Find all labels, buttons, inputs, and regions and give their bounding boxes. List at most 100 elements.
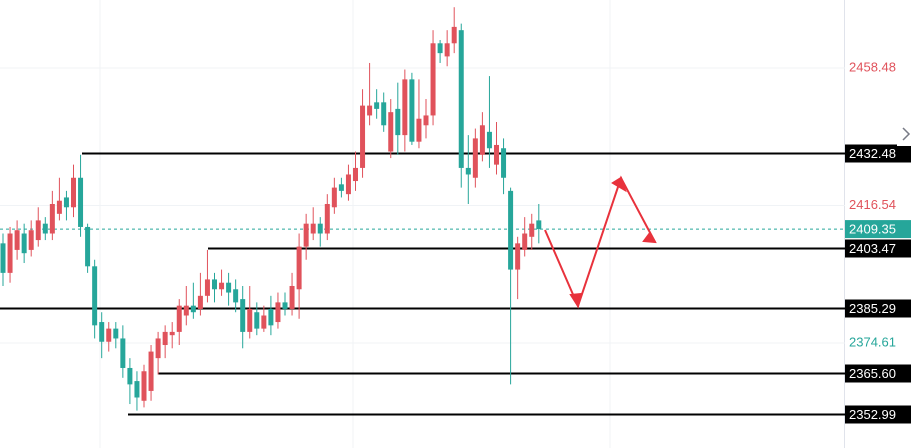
level-label-bg [845, 144, 911, 163]
candle-body [367, 105, 373, 116]
candle-body [127, 367, 133, 385]
chevron[interactable] [902, 127, 911, 141]
level-label: 2403.47 [849, 241, 896, 256]
candle-body [289, 285, 295, 309]
candle-body [303, 223, 309, 247]
candle-body [331, 187, 337, 208]
candle-body [458, 30, 464, 168]
candle-body [261, 315, 267, 329]
candle-body [353, 167, 358, 182]
candle-body [134, 381, 140, 398]
candle-body [162, 331, 168, 346]
candle-body [282, 302, 288, 309]
candle-body [204, 279, 210, 296]
price-axis: 2458.48 2416.54 2374.61 2432.48 2403.47 2385.… [845, 59, 911, 424]
candle-body [465, 167, 471, 175]
candle-body [536, 220, 542, 230]
candle-body [85, 226, 91, 267]
candle-body [317, 223, 323, 234]
grid [0, 67, 845, 344]
candle-body [113, 328, 119, 339]
candle-body [49, 203, 55, 234]
candle-body [402, 79, 408, 136]
price-label: 2374.61 [849, 334, 896, 349]
candle-body [437, 43, 443, 54]
level-label-bg [845, 239, 911, 258]
candle-body [78, 177, 84, 227]
candle-body [529, 223, 535, 237]
candle-body [155, 338, 161, 359]
candle-body [416, 118, 422, 142]
candle-body [21, 233, 27, 254]
levels [0, 152, 845, 416]
candle-body [345, 174, 351, 195]
candle-body [233, 289, 239, 303]
candle-body [197, 295, 203, 309]
candle-body [479, 125, 485, 155]
arrowhead [569, 292, 583, 309]
level-label: 2365.60 [849, 366, 896, 381]
candle-body [148, 351, 154, 391]
candle-body [63, 197, 69, 208]
candle-body [141, 371, 147, 401]
arrow-path [544, 175, 656, 309]
candle-body [0, 243, 6, 273]
candle-body [106, 328, 112, 342]
candle-body [494, 144, 499, 165]
level-label: 2352.99 [849, 407, 896, 422]
scroll-button[interactable] [897, 122, 915, 146]
candle-body [515, 243, 521, 270]
level-label-bg [845, 364, 911, 383]
candle-body [176, 305, 182, 332]
arrowhead [642, 231, 657, 244]
candle-body [338, 184, 344, 191]
candle-body [501, 148, 507, 178]
candle-body [7, 233, 13, 273]
price-label: 2416.54 [849, 197, 896, 212]
candle-body [169, 331, 175, 336]
candle-body [254, 312, 260, 329]
level-label-bg [845, 405, 911, 424]
candle-body [360, 105, 366, 168]
candle-body [212, 279, 217, 290]
candle-body [42, 223, 48, 234]
candle-body [183, 305, 189, 316]
candle-body [296, 246, 302, 290]
candle-body [268, 308, 274, 326]
candle-body [451, 26, 457, 44]
candle-body [324, 203, 330, 234]
candle-body [388, 112, 394, 152]
candle-body [395, 108, 401, 136]
candle-body [430, 43, 436, 116]
candle-body [423, 115, 429, 126]
candle-body [381, 102, 387, 126]
candle-body [486, 131, 492, 149]
candle-body [310, 223, 316, 234]
button-bg[interactable] [897, 122, 915, 146]
candles [0, 7, 542, 411]
candle-body [409, 79, 415, 142]
level-label-bg [845, 299, 911, 318]
candle-body [35, 220, 41, 241]
candle-body [240, 299, 246, 332]
candle-body [247, 308, 253, 332]
candle-body [14, 230, 20, 250]
candle-body [56, 200, 62, 214]
candle-body [444, 43, 450, 57]
candle-body [71, 177, 76, 208]
candle-body [374, 102, 380, 109]
candle-body [472, 138, 478, 178]
candle-body [28, 230, 34, 250]
level-label: 2432.48 [849, 146, 896, 161]
candle-body [92, 266, 98, 326]
candle-body [508, 190, 514, 270]
candle-body [275, 302, 281, 323]
current-price-label: 2409.35 [849, 222, 896, 237]
candle-body [219, 282, 225, 290]
price-label: 2458.48 [849, 59, 896, 74]
arrowhead [611, 176, 627, 193]
candle-body [522, 233, 528, 250]
current-price-bg [845, 220, 911, 239]
forecast-arrow [544, 175, 657, 309]
